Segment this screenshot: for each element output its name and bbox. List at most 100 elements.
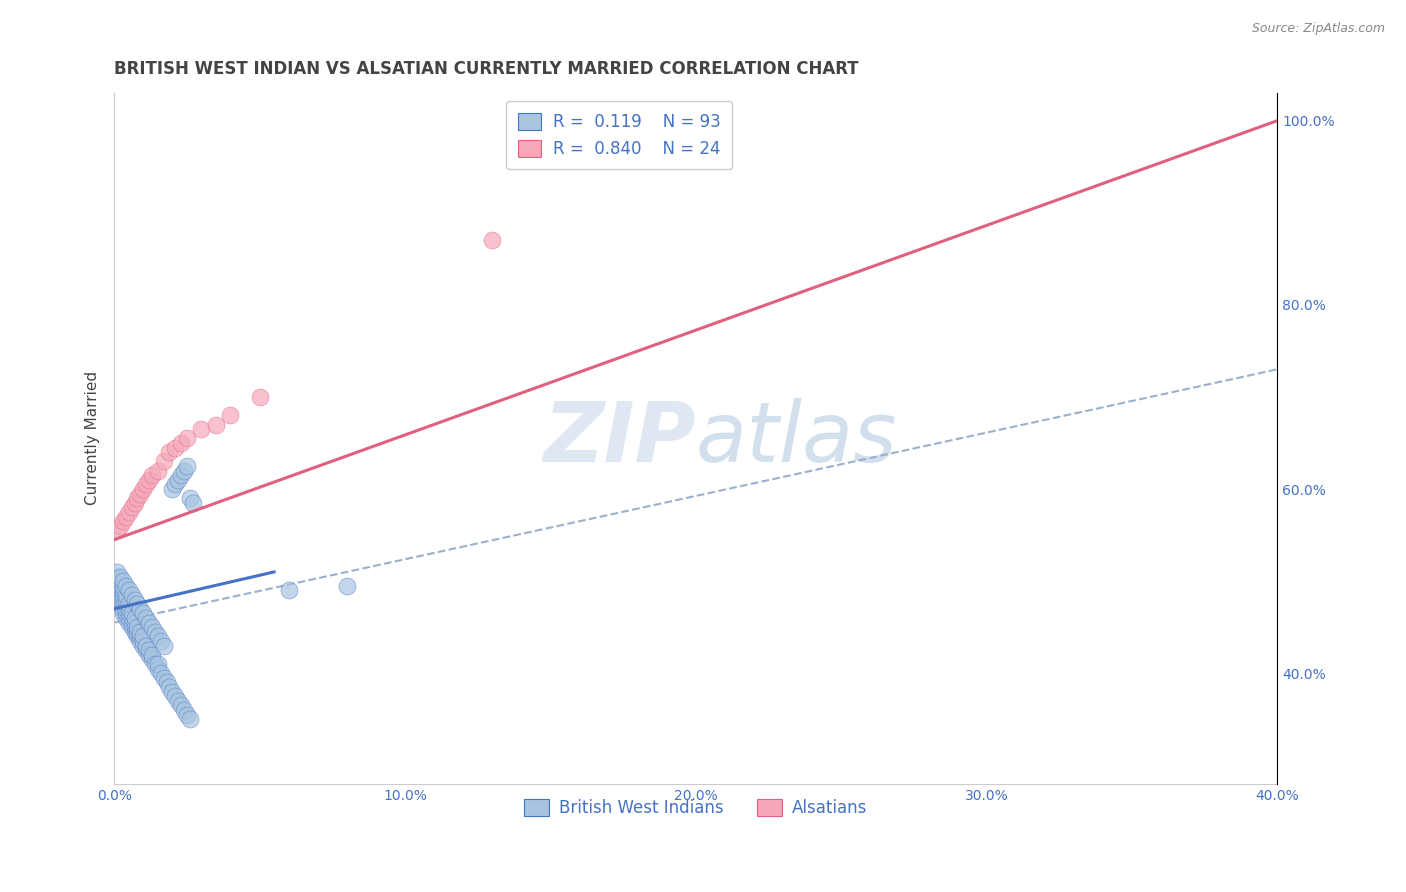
- Point: [277, 583, 299, 598]
- Point: [118, 597, 141, 611]
- Point: [108, 592, 131, 607]
- Point: [167, 473, 190, 487]
- Point: [181, 496, 204, 510]
- Point: [124, 592, 146, 607]
- Point: [141, 620, 163, 634]
- Point: [143, 624, 166, 639]
- Point: [105, 583, 128, 598]
- Point: [135, 611, 157, 625]
- Point: [176, 458, 198, 473]
- Point: [108, 597, 131, 611]
- Point: [336, 579, 359, 593]
- Point: [121, 615, 143, 630]
- Point: [111, 574, 134, 588]
- Point: [121, 588, 143, 602]
- Point: [121, 607, 143, 621]
- Point: [170, 698, 193, 713]
- Text: BRITISH WEST INDIAN VS ALSATIAN CURRENTLY MARRIED CORRELATION CHART: BRITISH WEST INDIAN VS ALSATIAN CURRENTL…: [114, 60, 859, 78]
- Point: [111, 592, 134, 607]
- Point: [249, 390, 271, 404]
- Point: [108, 588, 131, 602]
- Legend: British West Indians, Alsatians: British West Indians, Alsatians: [517, 792, 875, 823]
- Point: [149, 634, 172, 648]
- Point: [155, 675, 177, 690]
- Point: [138, 615, 160, 630]
- Point: [111, 514, 134, 528]
- Point: [129, 601, 152, 615]
- Point: [114, 611, 136, 625]
- Point: [121, 611, 143, 625]
- Text: ZIP: ZIP: [543, 398, 696, 479]
- Point: [127, 629, 149, 643]
- Point: [124, 496, 146, 510]
- Point: [173, 464, 195, 478]
- Point: [173, 703, 195, 717]
- Point: [146, 464, 169, 478]
- Point: [138, 473, 160, 487]
- Point: [114, 509, 136, 524]
- Point: [108, 519, 131, 533]
- Point: [114, 607, 136, 621]
- Point: [108, 574, 131, 588]
- Point: [111, 588, 134, 602]
- Point: [179, 712, 201, 726]
- Point: [152, 639, 174, 653]
- Point: [162, 482, 184, 496]
- Point: [132, 607, 155, 621]
- Point: [146, 629, 169, 643]
- Point: [152, 454, 174, 468]
- Point: [159, 680, 181, 694]
- Point: [124, 611, 146, 625]
- Point: [114, 597, 136, 611]
- Point: [124, 624, 146, 639]
- Point: [127, 597, 149, 611]
- Point: [105, 574, 128, 588]
- Point: [141, 468, 163, 483]
- Point: [176, 431, 198, 445]
- Point: [114, 588, 136, 602]
- Point: [118, 607, 141, 621]
- Point: [114, 579, 136, 593]
- Point: [118, 615, 141, 630]
- Point: [129, 634, 152, 648]
- Point: [152, 671, 174, 685]
- Point: [108, 583, 131, 598]
- Point: [138, 648, 160, 662]
- Point: [176, 707, 198, 722]
- Point: [170, 436, 193, 450]
- Point: [170, 468, 193, 483]
- Point: [111, 597, 134, 611]
- Point: [138, 643, 160, 657]
- Point: [179, 491, 201, 506]
- Point: [129, 629, 152, 643]
- Point: [129, 624, 152, 639]
- Point: [105, 565, 128, 579]
- Point: [108, 569, 131, 583]
- Point: [132, 629, 155, 643]
- Point: [111, 583, 134, 598]
- Point: [129, 486, 152, 500]
- Point: [105, 592, 128, 607]
- Y-axis label: Currently Married: Currently Married: [86, 371, 100, 506]
- Point: [114, 601, 136, 615]
- Point: [190, 422, 212, 436]
- Point: [146, 662, 169, 676]
- Point: [149, 666, 172, 681]
- Point: [105, 579, 128, 593]
- Point: [135, 477, 157, 491]
- Point: [159, 445, 181, 459]
- Point: [108, 579, 131, 593]
- Point: [118, 601, 141, 615]
- Point: [127, 491, 149, 506]
- Point: [132, 634, 155, 648]
- Point: [165, 477, 187, 491]
- Point: [146, 657, 169, 671]
- Text: Source: ZipAtlas.com: Source: ZipAtlas.com: [1251, 22, 1385, 36]
- Point: [135, 643, 157, 657]
- Point: [124, 620, 146, 634]
- Point: [111, 579, 134, 593]
- Point: [167, 694, 190, 708]
- Point: [132, 639, 155, 653]
- Point: [121, 500, 143, 515]
- Point: [143, 657, 166, 671]
